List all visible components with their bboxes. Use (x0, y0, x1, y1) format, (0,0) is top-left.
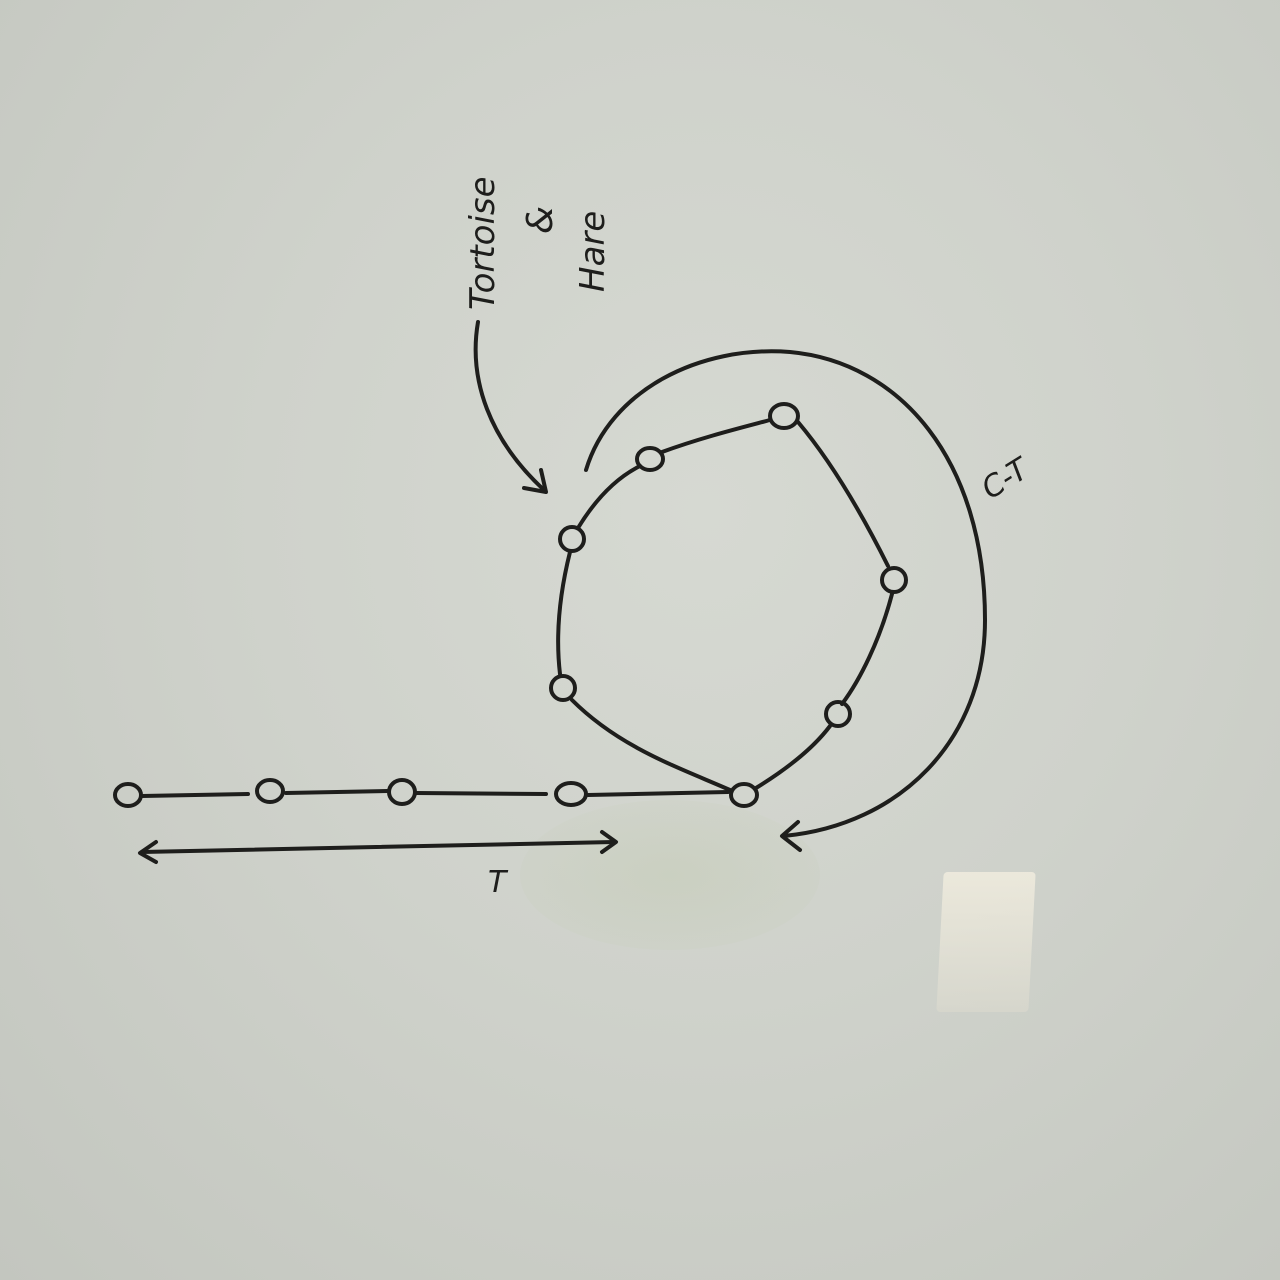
tail-length-line (140, 840, 616, 854)
tail-nodes (113, 778, 588, 808)
edge-cycle-lower-right-to-entry (754, 724, 832, 790)
node-tail-3 (387, 778, 417, 806)
node-tail-2 (255, 778, 285, 804)
node-cycle-entry (729, 782, 759, 808)
node-tail-1 (113, 782, 143, 808)
tail-edges (140, 789, 730, 798)
pointer-arrow-head (522, 468, 548, 494)
node-cycle-lower-right (824, 700, 852, 728)
edge-tail-4 (586, 790, 730, 797)
tail-length-head-right (600, 830, 618, 854)
label-hare: Hare (573, 211, 613, 292)
cycle-length-arc (584, 349, 987, 838)
edge-cycle-entry-to-left-low (570, 698, 732, 792)
edge-cycle-right-to-lower-right (840, 592, 894, 706)
label-tail-length: T (488, 865, 509, 900)
node-cycle-right (880, 566, 908, 594)
light-reflection (520, 800, 820, 950)
cycle-edges (556, 418, 894, 792)
label-ampersand: & (520, 206, 561, 234)
edge-tail-1 (140, 792, 250, 798)
node-tail-4 (554, 781, 588, 807)
cycle-length-arrow (584, 349, 987, 852)
label-tortoise: Tortoise (463, 176, 503, 310)
edge-cycle-left-low-to-left (556, 550, 572, 676)
pointer-arrow-shaft (473, 320, 546, 492)
node-cycle-left-low (549, 674, 577, 702)
edge-cycle-upper-left-to-top (660, 418, 772, 454)
tail-length-arrow (138, 830, 618, 864)
node-cycle-top (768, 402, 800, 430)
node-cycle-upper-left (635, 446, 665, 472)
cycle-length-arrow-head (780, 820, 802, 852)
cycle-nodes (549, 402, 908, 808)
edge-tail-2 (284, 789, 390, 795)
edge-cycle-left-to-upper-left (576, 464, 642, 530)
node-cycle-meeting-point (558, 525, 586, 553)
edge-cycle-top-to-right (796, 420, 890, 568)
edge-tail-3 (414, 791, 548, 796)
tail-length-head-left (138, 840, 158, 864)
label-cycle-length: C-T (976, 450, 1037, 506)
pointer-arrow (473, 320, 548, 494)
